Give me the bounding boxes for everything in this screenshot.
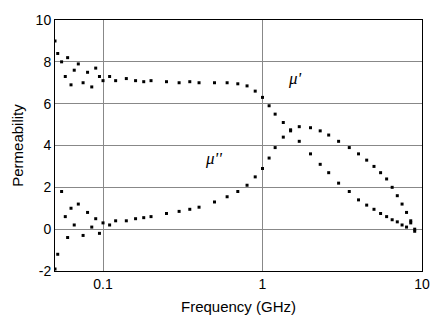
svg-text:2: 2: [43, 179, 51, 195]
svg-text:6: 6: [43, 96, 51, 112]
svg-text:0: 0: [43, 221, 51, 237]
svg-text:4: 4: [43, 137, 51, 153]
svg-text:10: 10: [36, 12, 52, 28]
svg-text:8: 8: [43, 54, 51, 70]
svg-text:10: 10: [414, 276, 430, 292]
svg-text:Permeability: Permeability: [9, 104, 26, 187]
svg-text:μ': μ': [288, 69, 302, 88]
svg-text:μ'': μ'': [205, 149, 222, 168]
svg-text:1: 1: [259, 276, 267, 292]
svg-text:-2: -2: [39, 263, 52, 279]
svg-text:0.1: 0.1: [93, 276, 113, 292]
svg-text:Frequency (GHz): Frequency (GHz): [181, 298, 296, 315]
